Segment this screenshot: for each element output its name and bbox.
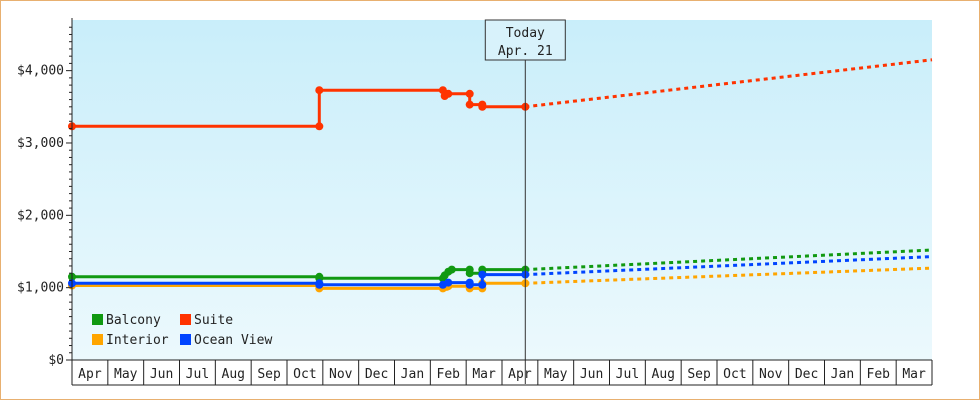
x-tick-label: Aug (652, 367, 675, 382)
data-point-suite[interactable] (444, 89, 453, 98)
forecast-line-interior (525, 266, 933, 285)
x-tick-label: Feb (437, 367, 461, 382)
y-tick-label: $2,000 (17, 208, 64, 223)
y-tick-label: $1,000 (17, 281, 64, 296)
data-point-suite[interactable] (315, 122, 324, 131)
x-tick-label: May (544, 367, 568, 382)
data-point-suite[interactable] (315, 86, 324, 95)
x-tick-label: Jun (150, 367, 173, 382)
legend-label-interior: Interior (106, 333, 169, 348)
x-tick-label: Jul (186, 367, 209, 382)
x-tick-label: Mar (902, 367, 926, 382)
x-tick-label: Oct (293, 367, 316, 382)
legend-label-ocean-view: Ocean View (194, 333, 272, 348)
x-tick-label: Mar (472, 367, 496, 382)
legend-swatch-balcony (92, 314, 103, 325)
plot-background (72, 20, 932, 360)
y-tick-label: $4,000 (17, 64, 64, 79)
x-tick-label: Sep (257, 367, 281, 382)
legend-label-suite: Suite (194, 313, 233, 328)
data-point-suite[interactable] (465, 100, 474, 109)
series-layer (68, 58, 933, 293)
data-point-ocean-view[interactable] (478, 270, 487, 279)
data-point-suite[interactable] (465, 89, 474, 98)
forecast-line-balcony (525, 248, 933, 272)
data-point-suite[interactable] (478, 102, 487, 111)
x-tick-label: Nov (759, 367, 783, 382)
x-tick-label: Aug (222, 367, 245, 382)
legend-swatch-suite (180, 314, 191, 325)
x-tick-label: Nov (329, 367, 353, 382)
legend-swatch-interior (92, 334, 103, 345)
x-tick-label: May (114, 367, 138, 382)
x-tick-label: Apr (508, 367, 532, 382)
forecast-line-ocean-view (525, 255, 933, 277)
data-point-ocean-view[interactable] (444, 278, 453, 287)
legend-swatch-ocean-view (180, 334, 191, 345)
x-tick-label: Jan (831, 367, 854, 382)
axes: $0 $1,000 $2,000 $3,000 $4,000 Apr May Jun Jul Au… (17, 18, 933, 386)
x-tick-label: Dec (365, 367, 388, 382)
data-point-ocean-view[interactable] (315, 280, 324, 289)
x-tick-label: Oct (723, 367, 746, 382)
x-tick-label: Jan (401, 367, 424, 382)
x-tick-label: Feb (867, 367, 891, 382)
legend-label-balcony: Balcony (106, 313, 161, 328)
x-tick-label: Sep (687, 367, 711, 382)
y-tick-label: $3,000 (17, 136, 64, 151)
x-tick-label: Apr (78, 367, 102, 382)
today-marker: Today Apr. 21 (484, 19, 566, 384)
x-tick-label: Dec (795, 367, 818, 382)
data-point-balcony[interactable] (465, 269, 474, 278)
legend: Balcony Suite Interior Ocean View (92, 313, 272, 348)
y-tick-label: $0 (48, 353, 64, 368)
data-point-ocean-view[interactable] (465, 280, 474, 289)
today-date: Apr. 21 (498, 44, 553, 59)
x-tick-label: Jul (616, 367, 639, 382)
today-label: Today (506, 26, 545, 41)
today-box (484, 19, 566, 61)
data-point-ocean-view[interactable] (478, 280, 487, 289)
data-point-balcony[interactable] (447, 265, 456, 274)
x-tick-label: Jun (580, 367, 603, 382)
